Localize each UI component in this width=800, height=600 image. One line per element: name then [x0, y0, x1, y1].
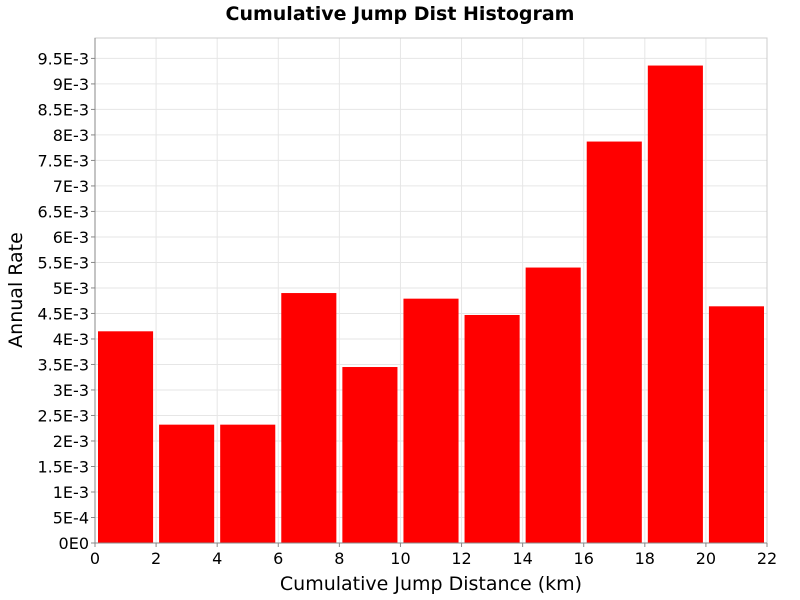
y-tick-label: 5.5E-3 — [37, 253, 89, 272]
y-tick-label: 5E-4 — [53, 508, 89, 527]
y-tick-label: 7E-3 — [53, 177, 89, 196]
bars — [98, 65, 764, 543]
x-tick-label: 20 — [696, 549, 716, 568]
bar-5 — [403, 298, 459, 543]
bar-3 — [281, 293, 337, 543]
x-tick-label: 6 — [273, 549, 283, 568]
bar-9 — [647, 65, 703, 543]
y-axis: 0E0 5E-4 1E-3 1.5E-3 2E-3 2.5E-3 3E-3 3.5E-3 4E-… — [37, 38, 96, 553]
y-tick-label: 9E-3 — [53, 75, 89, 94]
y-tick-label: 4.5E-3 — [37, 304, 89, 323]
y-tick-label: 2E-3 — [53, 432, 89, 451]
x-axis-label: Cumulative Jump Distance (km) — [280, 573, 582, 595]
bar-0 — [98, 331, 154, 543]
y-tick-label: 2.5E-3 — [37, 406, 89, 425]
bar-2 — [220, 424, 276, 543]
bar-10 — [708, 306, 764, 543]
x-tick-label: 16 — [574, 549, 594, 568]
y-tick-label: 1.5E-3 — [37, 457, 89, 476]
y-axis-label: Annual Rate — [5, 232, 27, 348]
x-tick-label: 14 — [512, 549, 532, 568]
y-tick-label: 4E-3 — [53, 330, 89, 349]
y-tick-label: 1E-3 — [53, 483, 89, 502]
y-tick-label: 8.5E-3 — [37, 100, 89, 119]
chart-title: Cumulative Jump Dist Histogram — [226, 3, 575, 25]
bar-1 — [159, 424, 215, 543]
x-tick-label: 22 — [757, 549, 777, 568]
x-tick-label: 12 — [451, 549, 471, 568]
y-tick-label: 9.5E-3 — [37, 49, 89, 68]
y-tick-label: 6E-3 — [53, 228, 89, 247]
bar-6 — [464, 314, 520, 543]
x-tick-label: 4 — [212, 549, 222, 568]
y-tick-label: 5E-3 — [53, 279, 89, 298]
y-tick-label: 3E-3 — [53, 381, 89, 400]
y-tick-label: 6.5E-3 — [37, 202, 89, 221]
x-tick-label: 2 — [151, 549, 161, 568]
y-tick-label: 0E0 — [59, 534, 89, 553]
bar-4 — [342, 367, 398, 543]
x-axis: 0 2 4 6 8 10 12 14 16 18 20 22 — [90, 542, 777, 568]
x-tick-label: 0 — [90, 549, 100, 568]
y-tick-label: 7.5E-3 — [37, 151, 89, 170]
y-tick-label: 8E-3 — [53, 126, 89, 145]
x-tick-label: 18 — [635, 549, 655, 568]
x-tick-label: 8 — [334, 549, 344, 568]
bar-7 — [525, 267, 581, 543]
bar-8 — [586, 141, 642, 543]
y-tick-label: 3.5E-3 — [37, 355, 89, 374]
x-tick-label: 10 — [390, 549, 410, 568]
